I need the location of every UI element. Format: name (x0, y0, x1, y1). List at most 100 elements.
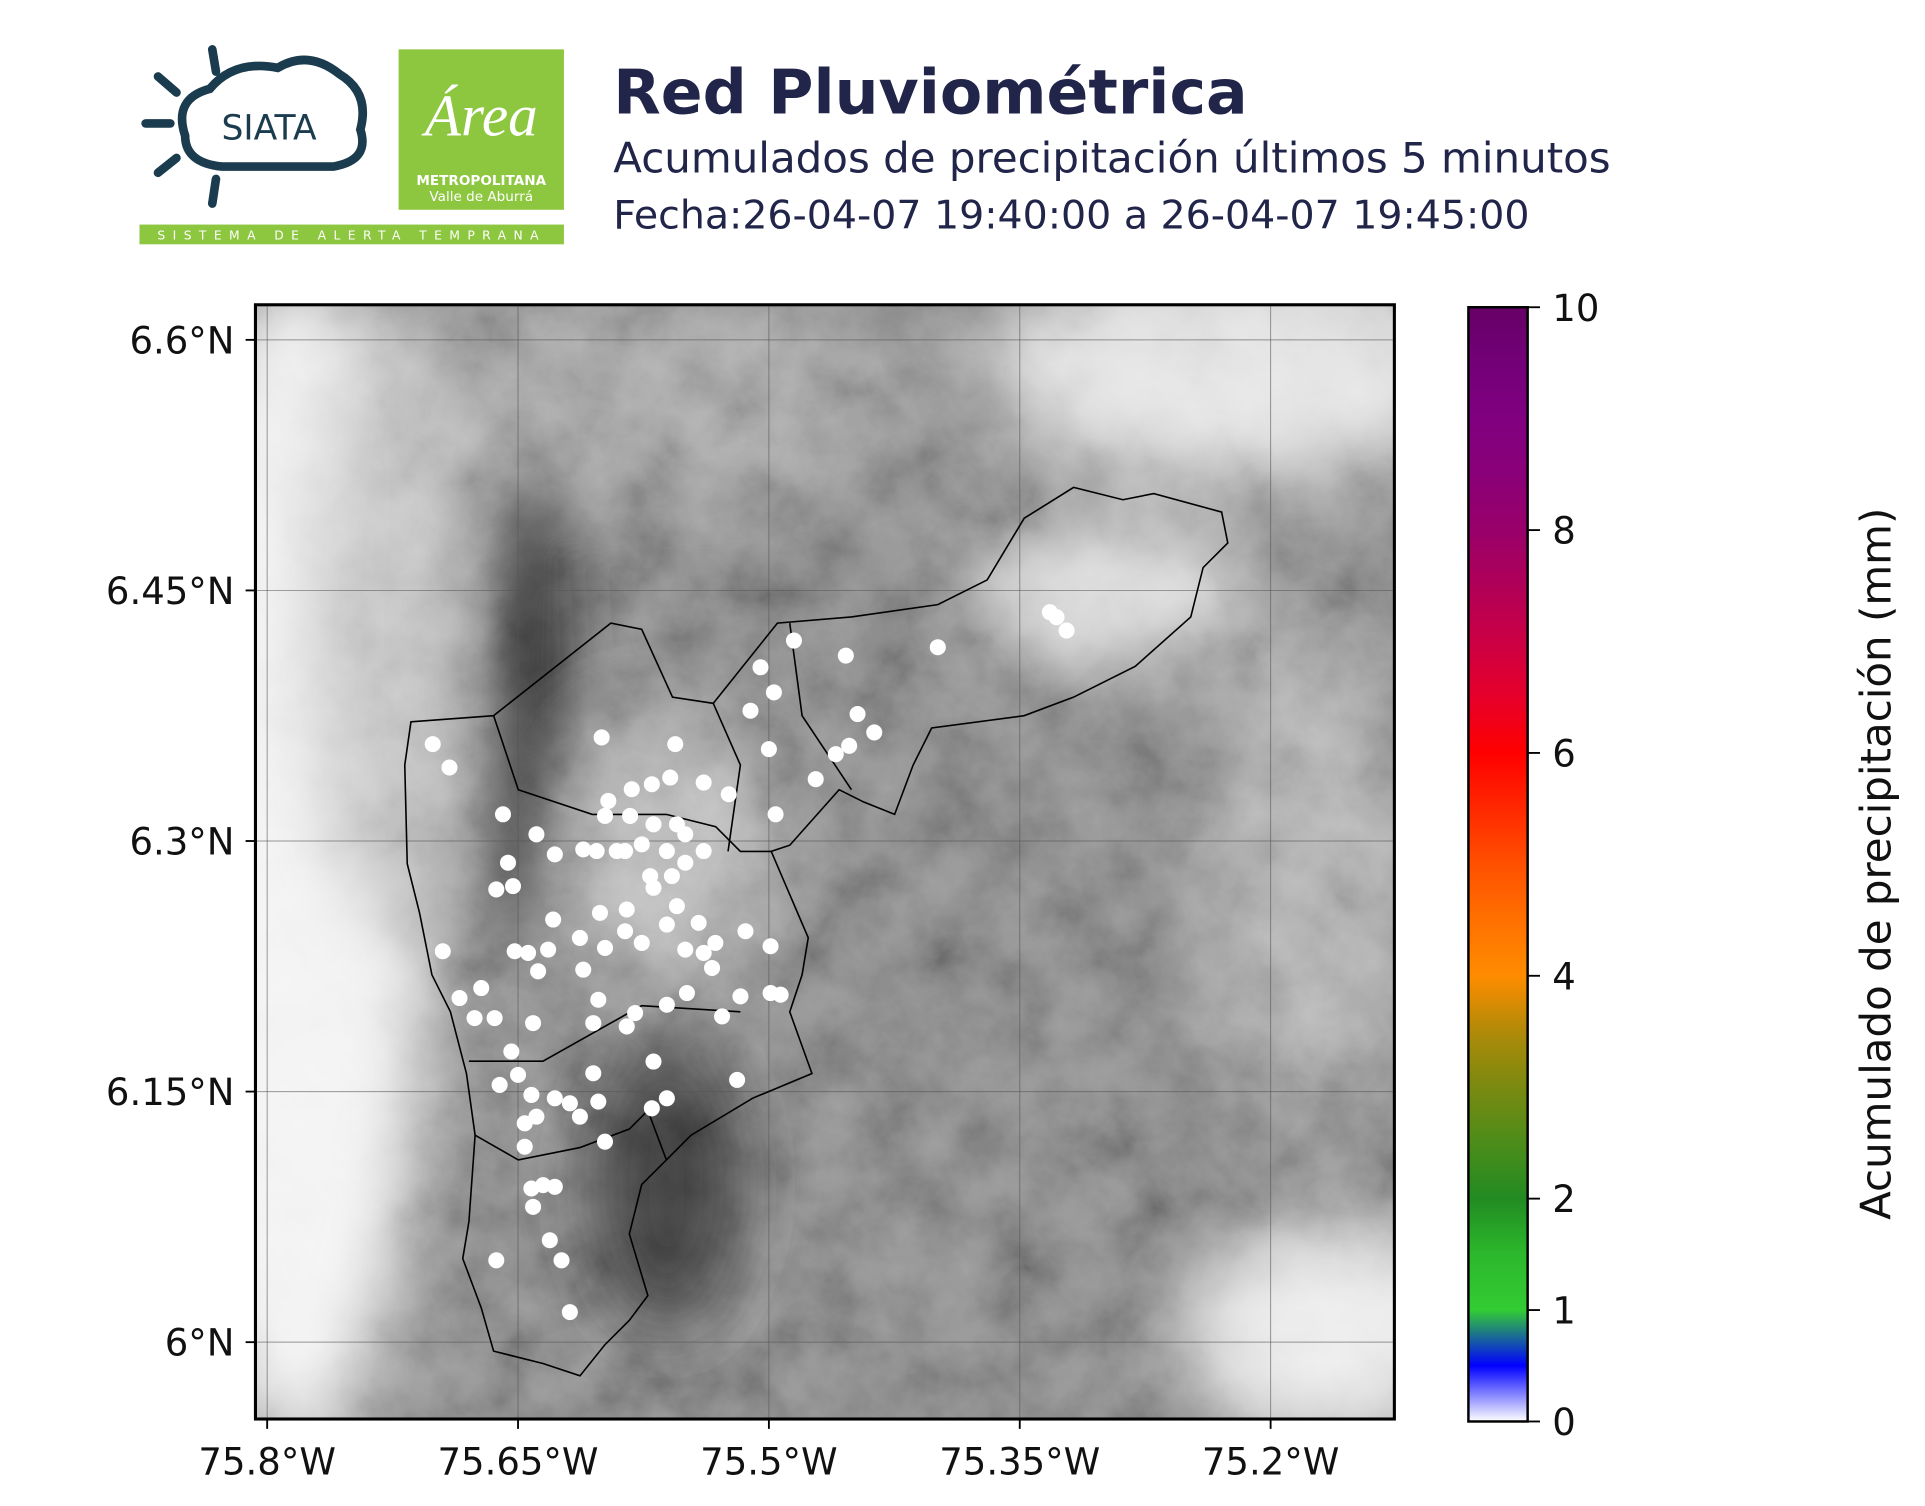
station (590, 991, 607, 1008)
station (546, 1090, 563, 1107)
station (575, 841, 592, 858)
station (677, 854, 694, 871)
station (546, 846, 563, 863)
station (695, 774, 712, 791)
station (807, 771, 824, 788)
station (827, 746, 844, 763)
station (645, 879, 662, 896)
station (528, 826, 545, 843)
station (596, 807, 614, 824)
station (929, 639, 946, 656)
title: Red Pluviométrica (613, 57, 1247, 129)
station (561, 1304, 578, 1321)
station (488, 1252, 505, 1269)
y-tick-label: 6.45°N (106, 570, 235, 613)
station (499, 854, 517, 871)
station (662, 769, 679, 786)
station (520, 944, 537, 961)
station (785, 632, 802, 649)
station (491, 1076, 508, 1093)
station (510, 1066, 527, 1083)
x-tick-label: 75.2°W (1202, 1441, 1339, 1484)
station (714, 1008, 731, 1025)
station (494, 806, 512, 823)
station (677, 826, 694, 843)
station (571, 1108, 588, 1125)
station (658, 1090, 675, 1107)
y-tick-label: 6.6°N (129, 319, 234, 362)
station (752, 659, 769, 676)
station (590, 1093, 607, 1110)
station (633, 934, 650, 951)
station (530, 963, 547, 980)
station (866, 724, 883, 741)
station (772, 986, 789, 1003)
x-tick-label: 75.5°W (700, 1441, 837, 1484)
station (658, 996, 675, 1013)
station (541, 1232, 558, 1249)
station (627, 1005, 644, 1022)
station (591, 904, 608, 921)
station (732, 988, 749, 1005)
station (516, 1138, 533, 1155)
station (643, 776, 660, 793)
colorbar-label: Acumulado de precipitación (mm) (1851, 508, 1900, 1220)
station (473, 979, 490, 997)
station (704, 959, 721, 976)
station (528, 1108, 545, 1125)
station (663, 868, 680, 885)
station (617, 923, 634, 940)
station (486, 1010, 503, 1027)
map-frame (253, 303, 1396, 1421)
station (503, 1043, 520, 1060)
station (677, 941, 694, 958)
station (762, 938, 779, 955)
terrain (255, 304, 1395, 1420)
siata-logo (141, 45, 368, 208)
station (585, 1015, 602, 1032)
station (1058, 622, 1075, 639)
colorbar-tick-label: 1 (1552, 1290, 1576, 1333)
station (545, 911, 562, 928)
station (466, 1010, 483, 1027)
station (585, 1065, 602, 1082)
station (588, 843, 605, 860)
station (658, 843, 675, 860)
station (707, 934, 724, 951)
station (742, 702, 759, 719)
station (525, 1015, 542, 1032)
station (690, 914, 707, 931)
station (618, 901, 635, 918)
station (600, 792, 617, 809)
station (488, 881, 505, 898)
station (658, 916, 675, 933)
station (695, 944, 712, 961)
station (841, 737, 858, 754)
subtitle: Acumulados de precipitación últimos 5 mi… (613, 134, 1610, 183)
station (451, 990, 468, 1007)
station (643, 1100, 660, 1117)
date: Fecha:26-04-07 19:40:00 a 26-04-07 19:45… (613, 192, 1529, 238)
station (645, 1053, 662, 1070)
station (561, 1095, 578, 1112)
station (596, 939, 614, 956)
station (667, 736, 684, 753)
station (506, 943, 523, 960)
station (737, 923, 754, 940)
station (618, 1018, 635, 1035)
siata-text: SIATA (221, 108, 316, 148)
station (695, 843, 712, 860)
station (575, 961, 592, 978)
station (596, 1133, 614, 1150)
colorbar (1467, 306, 1529, 1423)
station (760, 741, 777, 758)
station (593, 729, 610, 746)
station (441, 759, 458, 776)
colorbar-tick-label: 2 (1552, 1178, 1576, 1221)
x-tick-label: 75.65°W (438, 1441, 599, 1484)
metropolitana-text: METROPOLITANA (416, 173, 546, 189)
station (540, 941, 557, 958)
station (546, 1178, 563, 1195)
station (849, 706, 866, 723)
